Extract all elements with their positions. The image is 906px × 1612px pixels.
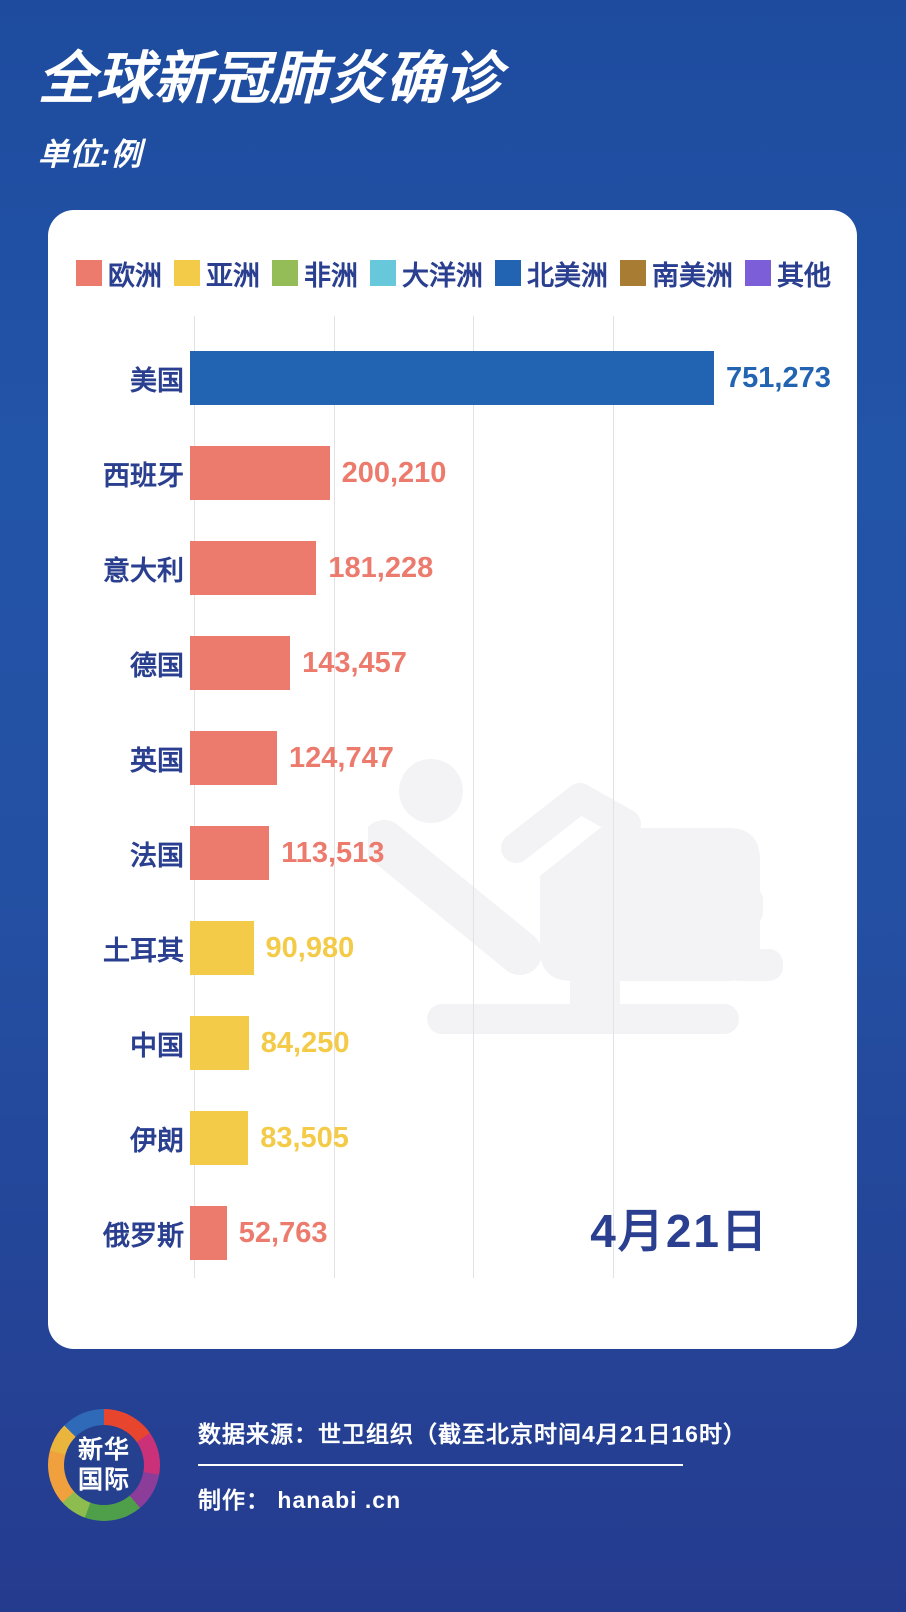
bar-track: 84,250 <box>190 1016 857 1071</box>
legend-label: 欧洲 <box>108 260 162 291</box>
footer-text: 数据来源：世卫组织（截至北京时间4月21日16时） 制作： hanabi .cn <box>198 1415 747 1515</box>
country-label: 土耳其 <box>103 935 184 966</box>
bar-row: 意大利 181,228 <box>48 521 857 616</box>
page-title: 全球新冠肺炎确诊 <box>38 47 502 111</box>
bar-track: 83,505 <box>190 1111 857 1166</box>
logo-line2: 国际 <box>77 1465 130 1494</box>
legend-item: 北美洲 <box>495 254 608 293</box>
legend-swatch-icon <box>76 260 102 287</box>
legend-item: 亚洲 <box>174 254 260 293</box>
bar <box>190 921 254 976</box>
credit-text: 制作： hanabi .cn <box>198 1486 402 1513</box>
gridline <box>194 315 195 1278</box>
country-label: 西班牙 <box>103 460 184 491</box>
bar-row: 美国 751,273 <box>48 331 857 426</box>
gridline <box>473 315 474 1278</box>
bar <box>190 1206 227 1261</box>
bar <box>190 731 277 786</box>
bar-row: 西班牙 200,210 <box>48 426 857 521</box>
legend-label: 大洋洲 <box>402 260 483 291</box>
bar-row: 中国 84,250 <box>48 996 857 1091</box>
gridlines <box>48 315 857 1278</box>
legend-swatch-icon <box>620 260 646 287</box>
bar <box>190 636 291 691</box>
bar-track: 113,513 <box>190 826 857 881</box>
value-label: 52,763 <box>238 1216 328 1249</box>
country-label: 德国 <box>130 650 184 681</box>
date-label: 4月21日 <box>590 1204 769 1257</box>
bar-row: 德国 143,457 <box>48 616 857 711</box>
bar-rows: 美国 751,273 西班牙 200,210 意大利 181,228 德国 14… <box>48 331 857 1281</box>
bar <box>190 826 270 881</box>
legend-item: 南美洲 <box>620 254 733 293</box>
bar-track: 90,980 <box>190 921 857 976</box>
legend-label: 非洲 <box>304 260 358 291</box>
bar-track: 52,763 <box>190 1206 857 1261</box>
bar-row: 法国 113,513 <box>48 806 857 901</box>
legend-label: 其他 <box>777 260 831 291</box>
bar-track: 181,228 <box>190 541 857 596</box>
logo-line1: 新华 <box>77 1435 130 1464</box>
legend-swatch-icon <box>745 260 771 287</box>
bar-track: 200,210 <box>190 446 857 501</box>
country-label: 美国 <box>130 365 184 396</box>
value-label: 181,228 <box>328 551 434 584</box>
value-label: 90,980 <box>265 931 355 964</box>
hospital-bed-watermark-icon <box>362 750 788 1045</box>
value-label: 143,457 <box>302 646 407 679</box>
country-label: 意大利 <box>103 555 184 586</box>
bar-row: 俄罗斯 52,763 <box>48 1186 857 1281</box>
value-label: 113,513 <box>281 836 385 869</box>
legend-label: 亚洲 <box>206 260 260 291</box>
legend-item: 大洋洲 <box>370 254 483 293</box>
bar <box>190 1016 249 1071</box>
legend-label: 北美洲 <box>527 260 608 291</box>
legend-item: 其他 <box>745 254 831 293</box>
chart-card: 欧洲 亚洲 非洲 大洋洲 北美洲 南美洲 其他 <box>48 209 857 1349</box>
country-label: 中国 <box>130 1030 184 1061</box>
bar <box>190 1111 249 1166</box>
country-label: 伊朗 <box>130 1125 184 1156</box>
gridline <box>333 315 335 1278</box>
bar-track: 124,747 <box>190 731 857 786</box>
bar <box>190 446 330 501</box>
gridline <box>612 315 614 1278</box>
country-label: 俄罗斯 <box>103 1220 184 1251</box>
country-label: 法国 <box>130 840 184 871</box>
bar-track: 143,457 <box>190 636 857 691</box>
header: 全球新冠肺炎确诊 单位:例 <box>0 0 906 174</box>
footer-divider <box>198 1463 683 1466</box>
country-label: 英国 <box>130 745 184 776</box>
legend-item: 欧洲 <box>76 254 162 293</box>
legend-label: 南美洲 <box>652 260 733 291</box>
bar <box>190 351 714 406</box>
legend-swatch-icon <box>272 260 298 287</box>
bar-row: 土耳其 90,980 <box>48 901 857 996</box>
xinhua-international-logo: 新华 国际 <box>48 1408 160 1521</box>
data-source-text: 数据来源：世卫组织（截至北京时间4月21日16时） <box>198 1420 747 1447</box>
value-label: 84,250 <box>260 1026 350 1059</box>
legend-swatch-icon <box>370 260 396 287</box>
legend-swatch-icon <box>174 260 200 287</box>
bar <box>190 541 317 596</box>
xinhua-logo-text: 新华 国际 <box>64 1424 144 1505</box>
value-label: 83,505 <box>260 1121 349 1154</box>
legend: 欧洲 亚洲 非洲 大洋洲 北美洲 南美洲 其他 <box>76 254 831 293</box>
bar-row: 英国 124,747 <box>48 711 857 806</box>
value-label: 751,273 <box>726 361 831 394</box>
bar-track: 751,273 <box>190 351 857 406</box>
value-label: 124,747 <box>289 741 394 774</box>
legend-swatch-icon <box>495 260 521 287</box>
value-label: 200,210 <box>341 456 447 489</box>
legend-item: 非洲 <box>272 254 358 293</box>
unit-label: 单位:例 <box>38 136 142 172</box>
footer: 新华 国际 数据来源：世卫组织（截至北京时间4月21日16时） 制作： hana… <box>0 1408 906 1521</box>
bar-row: 伊朗 83,505 <box>48 1091 857 1186</box>
